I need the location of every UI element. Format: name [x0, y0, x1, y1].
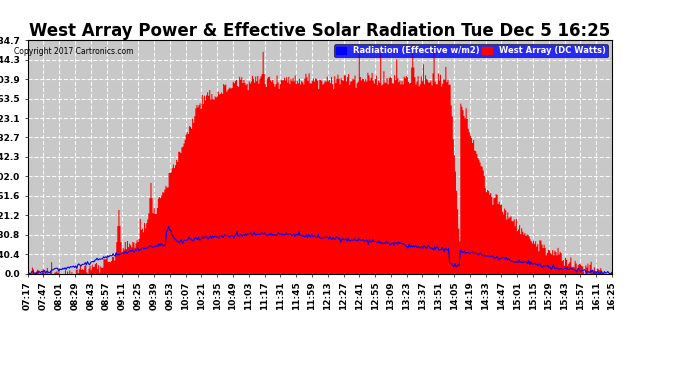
Legend: Radiation (Effective w/m2), West Array (DC Watts): Radiation (Effective w/m2), West Array (… [335, 44, 608, 57]
Text: Copyright 2017 Cartronics.com: Copyright 2017 Cartronics.com [14, 47, 133, 56]
Title: West Array Power & Effective Solar Radiation Tue Dec 5 16:25: West Array Power & Effective Solar Radia… [29, 22, 611, 40]
